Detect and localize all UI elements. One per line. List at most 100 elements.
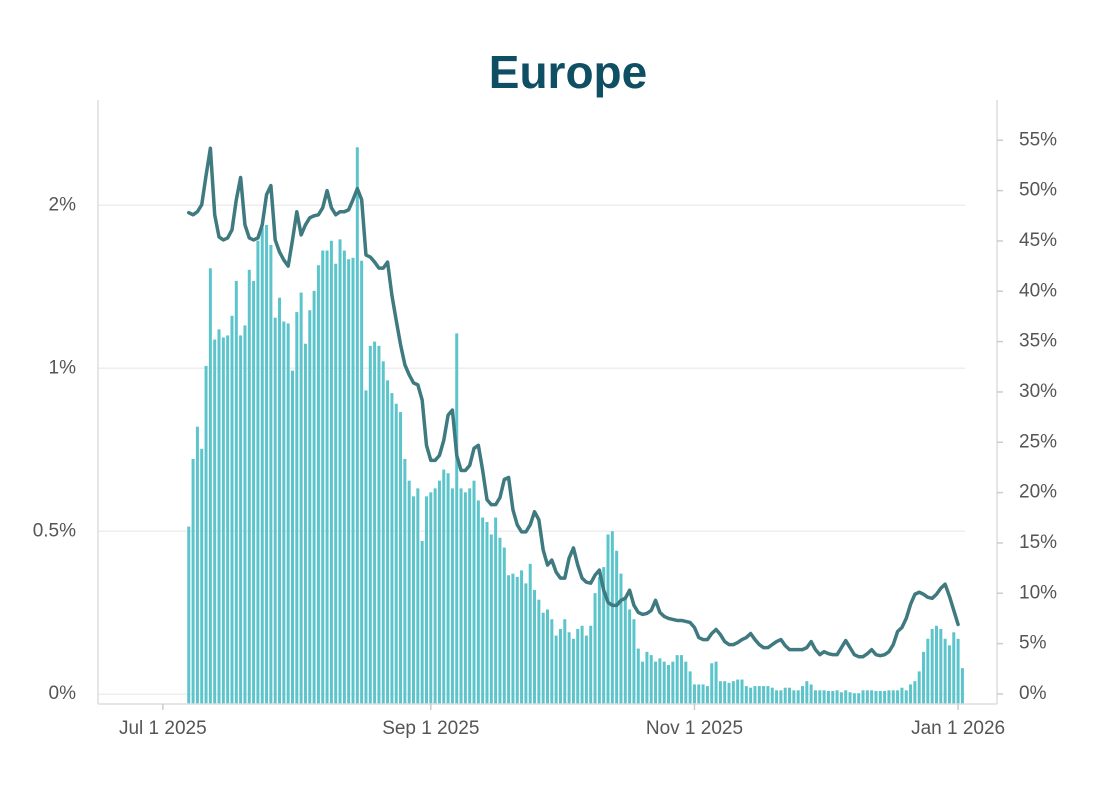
bar bbox=[325, 250, 329, 704]
bar bbox=[312, 290, 316, 704]
bar bbox=[377, 345, 381, 704]
bar bbox=[485, 522, 489, 704]
bar bbox=[835, 690, 839, 704]
bar bbox=[576, 629, 580, 704]
bar bbox=[710, 663, 714, 704]
bar bbox=[848, 692, 852, 704]
bar bbox=[342, 250, 346, 704]
bar bbox=[926, 638, 930, 704]
bar bbox=[507, 575, 511, 704]
bar bbox=[839, 692, 843, 704]
chart-title: Europe bbox=[489, 46, 647, 98]
y-tick-label: 2% bbox=[49, 194, 77, 215]
bar bbox=[671, 661, 675, 704]
bar bbox=[641, 661, 645, 704]
bar bbox=[472, 480, 476, 704]
bar bbox=[455, 333, 459, 704]
bar bbox=[459, 488, 463, 704]
bar bbox=[597, 576, 601, 704]
bar bbox=[468, 488, 472, 704]
y2-tick-label: 35% bbox=[1019, 331, 1057, 352]
bar bbox=[412, 496, 416, 704]
bar bbox=[679, 655, 683, 704]
bar bbox=[878, 690, 882, 704]
bar bbox=[502, 547, 506, 704]
x-tick-label: Sep 1 2025 bbox=[382, 718, 479, 739]
bar bbox=[537, 599, 541, 704]
bar bbox=[736, 679, 740, 704]
bar bbox=[260, 227, 264, 705]
bar bbox=[891, 690, 895, 704]
bar bbox=[446, 473, 450, 704]
bar bbox=[424, 496, 428, 704]
bar bbox=[852, 693, 856, 704]
bar bbox=[420, 541, 424, 704]
bar bbox=[303, 343, 307, 704]
bar bbox=[952, 632, 956, 704]
y2-tick-label: 20% bbox=[1019, 482, 1057, 503]
bar bbox=[368, 345, 372, 704]
bar bbox=[316, 265, 320, 704]
bar bbox=[295, 312, 299, 704]
bar bbox=[390, 393, 394, 704]
bar bbox=[230, 315, 234, 704]
bar bbox=[308, 310, 312, 704]
bar bbox=[221, 337, 225, 704]
bar bbox=[718, 681, 722, 704]
bar bbox=[437, 480, 441, 704]
x-tick-label: Jul 1 2025 bbox=[119, 718, 207, 739]
y2-tick-label: 5% bbox=[1019, 633, 1047, 654]
bar bbox=[826, 690, 830, 704]
bar bbox=[533, 589, 537, 704]
bar bbox=[762, 686, 766, 704]
bar bbox=[334, 263, 338, 704]
bar bbox=[900, 687, 904, 704]
bar bbox=[636, 648, 640, 704]
bar bbox=[779, 690, 783, 704]
bar bbox=[960, 668, 964, 704]
bar bbox=[511, 573, 515, 704]
bar bbox=[775, 690, 779, 704]
bar bbox=[788, 687, 792, 704]
bar bbox=[753, 686, 757, 704]
bar bbox=[883, 690, 887, 704]
bar bbox=[399, 412, 403, 704]
bar bbox=[615, 550, 619, 704]
bar bbox=[195, 426, 199, 704]
bar bbox=[226, 335, 230, 704]
bar bbox=[265, 224, 269, 704]
bar bbox=[247, 269, 251, 704]
bar bbox=[282, 321, 286, 704]
bar bbox=[913, 681, 917, 704]
bar bbox=[792, 690, 796, 704]
bar bbox=[589, 625, 593, 704]
bar bbox=[684, 661, 688, 704]
y2-tick-label: 25% bbox=[1019, 431, 1057, 452]
bar bbox=[909, 684, 913, 704]
bar bbox=[757, 686, 761, 704]
bar bbox=[930, 629, 934, 704]
bar bbox=[628, 609, 632, 704]
y2-tick-label: 30% bbox=[1019, 381, 1057, 402]
y-tick-label: 1% bbox=[49, 357, 77, 378]
bar bbox=[290, 370, 294, 704]
line bbox=[187, 146, 960, 659]
bar bbox=[355, 147, 359, 704]
bar bbox=[770, 687, 774, 704]
bar bbox=[662, 661, 666, 704]
bar bbox=[809, 684, 813, 704]
bar bbox=[239, 335, 243, 704]
bar bbox=[947, 645, 951, 704]
bar bbox=[567, 632, 571, 704]
bar bbox=[766, 686, 770, 704]
bar bbox=[813, 690, 817, 704]
bar bbox=[234, 280, 238, 704]
bar bbox=[433, 488, 437, 704]
y-tick-label: 0.5% bbox=[33, 520, 76, 541]
bar bbox=[697, 684, 701, 704]
marks bbox=[187, 146, 964, 705]
bar bbox=[705, 686, 709, 704]
bar bbox=[321, 250, 325, 704]
y2-tick-label: 0% bbox=[1019, 683, 1047, 704]
y-tick-label: 0% bbox=[49, 683, 77, 704]
